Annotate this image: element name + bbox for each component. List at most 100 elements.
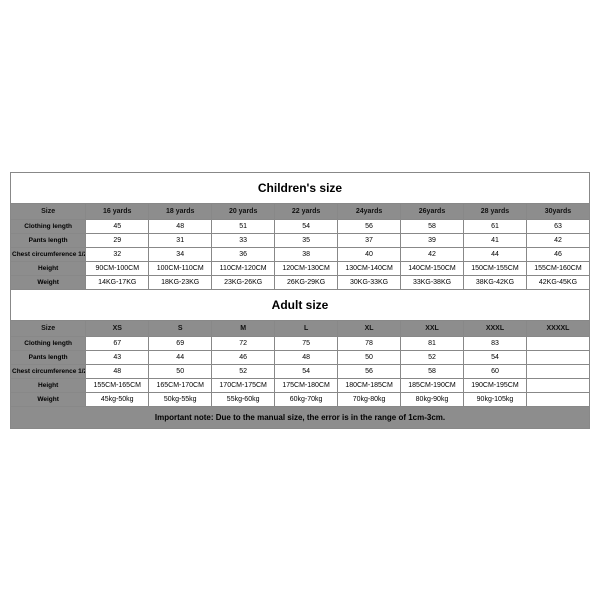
cell: 140CM-150CM <box>401 261 464 275</box>
cell: 155CM-165CM <box>86 378 149 392</box>
cell: 80kg-90kg <box>401 392 464 406</box>
row-label: Pants length <box>11 233 86 247</box>
children-header-row: Size 16 yards 18 yards 20 yards 22 yards… <box>11 203 590 219</box>
cell: 67 <box>86 336 149 350</box>
col-header: 28 yards <box>463 203 526 219</box>
cell: 32 <box>86 247 149 261</box>
cell: 48 <box>86 364 149 378</box>
cell: 60 <box>463 364 526 378</box>
cell: 190CM-195CM <box>463 378 526 392</box>
note-text: Important note: Due to the manual size, … <box>11 406 590 428</box>
cell: 63 <box>526 219 589 233</box>
cell: 78 <box>338 336 401 350</box>
cell: 180CM-185CM <box>338 378 401 392</box>
children-title-row: Children's size <box>11 172 590 203</box>
note-row: Important note: Due to the manual size, … <box>11 406 590 428</box>
cell: 46 <box>526 247 589 261</box>
col-header: Size <box>11 320 86 336</box>
cell: 34 <box>149 247 212 261</box>
table-row: Pants length 29 31 33 35 37 39 41 42 <box>11 233 590 247</box>
cell: 75 <box>275 336 338 350</box>
cell: 42KG-45KG <box>526 275 589 289</box>
row-label: Clothing length <box>11 336 86 350</box>
cell: 70kg-80kg <box>338 392 401 406</box>
cell: 175CM-180CM <box>275 378 338 392</box>
cell: 37 <box>338 233 401 247</box>
cell: 155CM-160CM <box>526 261 589 275</box>
cell: 56 <box>338 364 401 378</box>
col-header: 18 yards <box>149 203 212 219</box>
col-header: L <box>275 320 338 336</box>
cell: 39 <box>401 233 464 247</box>
cell: 100CM-110CM <box>149 261 212 275</box>
cell: 185CM-190CM <box>401 378 464 392</box>
cell: 48 <box>149 219 212 233</box>
cell: 90CM-100CM <box>86 261 149 275</box>
table-row: Weight 45kg-50kg 50kg-55kg 55kg-60kg 60k… <box>11 392 590 406</box>
cell: 51 <box>212 219 275 233</box>
cell <box>526 378 589 392</box>
cell: 150CM-155CM <box>463 261 526 275</box>
col-header: 26yards <box>401 203 464 219</box>
row-label: Weight <box>11 275 86 289</box>
adult-title: Adult size <box>11 289 590 320</box>
cell: 45kg-50kg <box>86 392 149 406</box>
cell <box>526 364 589 378</box>
cell: 56 <box>338 219 401 233</box>
cell: 33KG-38KG <box>401 275 464 289</box>
row-label: Clothing length <box>11 219 86 233</box>
cell: 54 <box>463 350 526 364</box>
table-row: Height 155CM-165CM 165CM-170CM 170CM-175… <box>11 378 590 392</box>
col-header: 16 yards <box>86 203 149 219</box>
table-row: Weight 14KG-17KG 18KG-23KG 23KG-26KG 26K… <box>11 275 590 289</box>
cell: 170CM-175CM <box>212 378 275 392</box>
cell: 45 <box>86 219 149 233</box>
cell <box>526 392 589 406</box>
cell: 50 <box>338 350 401 364</box>
row-label: Height <box>11 261 86 275</box>
cell: 90kg-105kg <box>463 392 526 406</box>
col-header: 22 yards <box>275 203 338 219</box>
col-header: 24yards <box>338 203 401 219</box>
cell: 54 <box>275 219 338 233</box>
cell: 31 <box>149 233 212 247</box>
cell: 36 <box>212 247 275 261</box>
cell: 30KG-33KG <box>338 275 401 289</box>
row-label: Weight <box>11 392 86 406</box>
cell: 33 <box>212 233 275 247</box>
cell: 110CM-120CM <box>212 261 275 275</box>
cell: 50kg-55kg <box>149 392 212 406</box>
cell <box>526 336 589 350</box>
col-header: XXL <box>401 320 464 336</box>
col-header: S <box>149 320 212 336</box>
table-row: Pants length 43 44 46 48 50 52 54 <box>11 350 590 364</box>
cell: 48 <box>275 350 338 364</box>
table-row: Clothing length 67 69 72 75 78 81 83 <box>11 336 590 350</box>
cell: 41 <box>463 233 526 247</box>
cell: 44 <box>463 247 526 261</box>
children-title: Children's size <box>11 172 590 203</box>
cell: 43 <box>86 350 149 364</box>
cell: 69 <box>149 336 212 350</box>
cell: 38KG-42KG <box>463 275 526 289</box>
cell: 52 <box>401 350 464 364</box>
table-row: Clothing length 45 48 51 54 56 58 61 63 <box>11 219 590 233</box>
col-header: XS <box>86 320 149 336</box>
col-header: XL <box>338 320 401 336</box>
table-row: Height 90CM-100CM 100CM-110CM 110CM-120C… <box>11 261 590 275</box>
col-header: 30yards <box>526 203 589 219</box>
cell: 83 <box>463 336 526 350</box>
row-label: Chest circumference 1/2 <box>11 247 86 261</box>
cell: 44 <box>149 350 212 364</box>
cell: 38 <box>275 247 338 261</box>
cell <box>526 350 589 364</box>
adult-title-row: Adult size <box>11 289 590 320</box>
cell: 165CM-170CM <box>149 378 212 392</box>
cell: 54 <box>275 364 338 378</box>
size-chart-table: Children's size Size 16 yards 18 yards 2… <box>10 172 590 429</box>
col-header: XXXL <box>463 320 526 336</box>
col-header: Size <box>11 203 86 219</box>
cell: 58 <box>401 219 464 233</box>
cell: 55kg-60kg <box>212 392 275 406</box>
cell: 14KG-17KG <box>86 275 149 289</box>
